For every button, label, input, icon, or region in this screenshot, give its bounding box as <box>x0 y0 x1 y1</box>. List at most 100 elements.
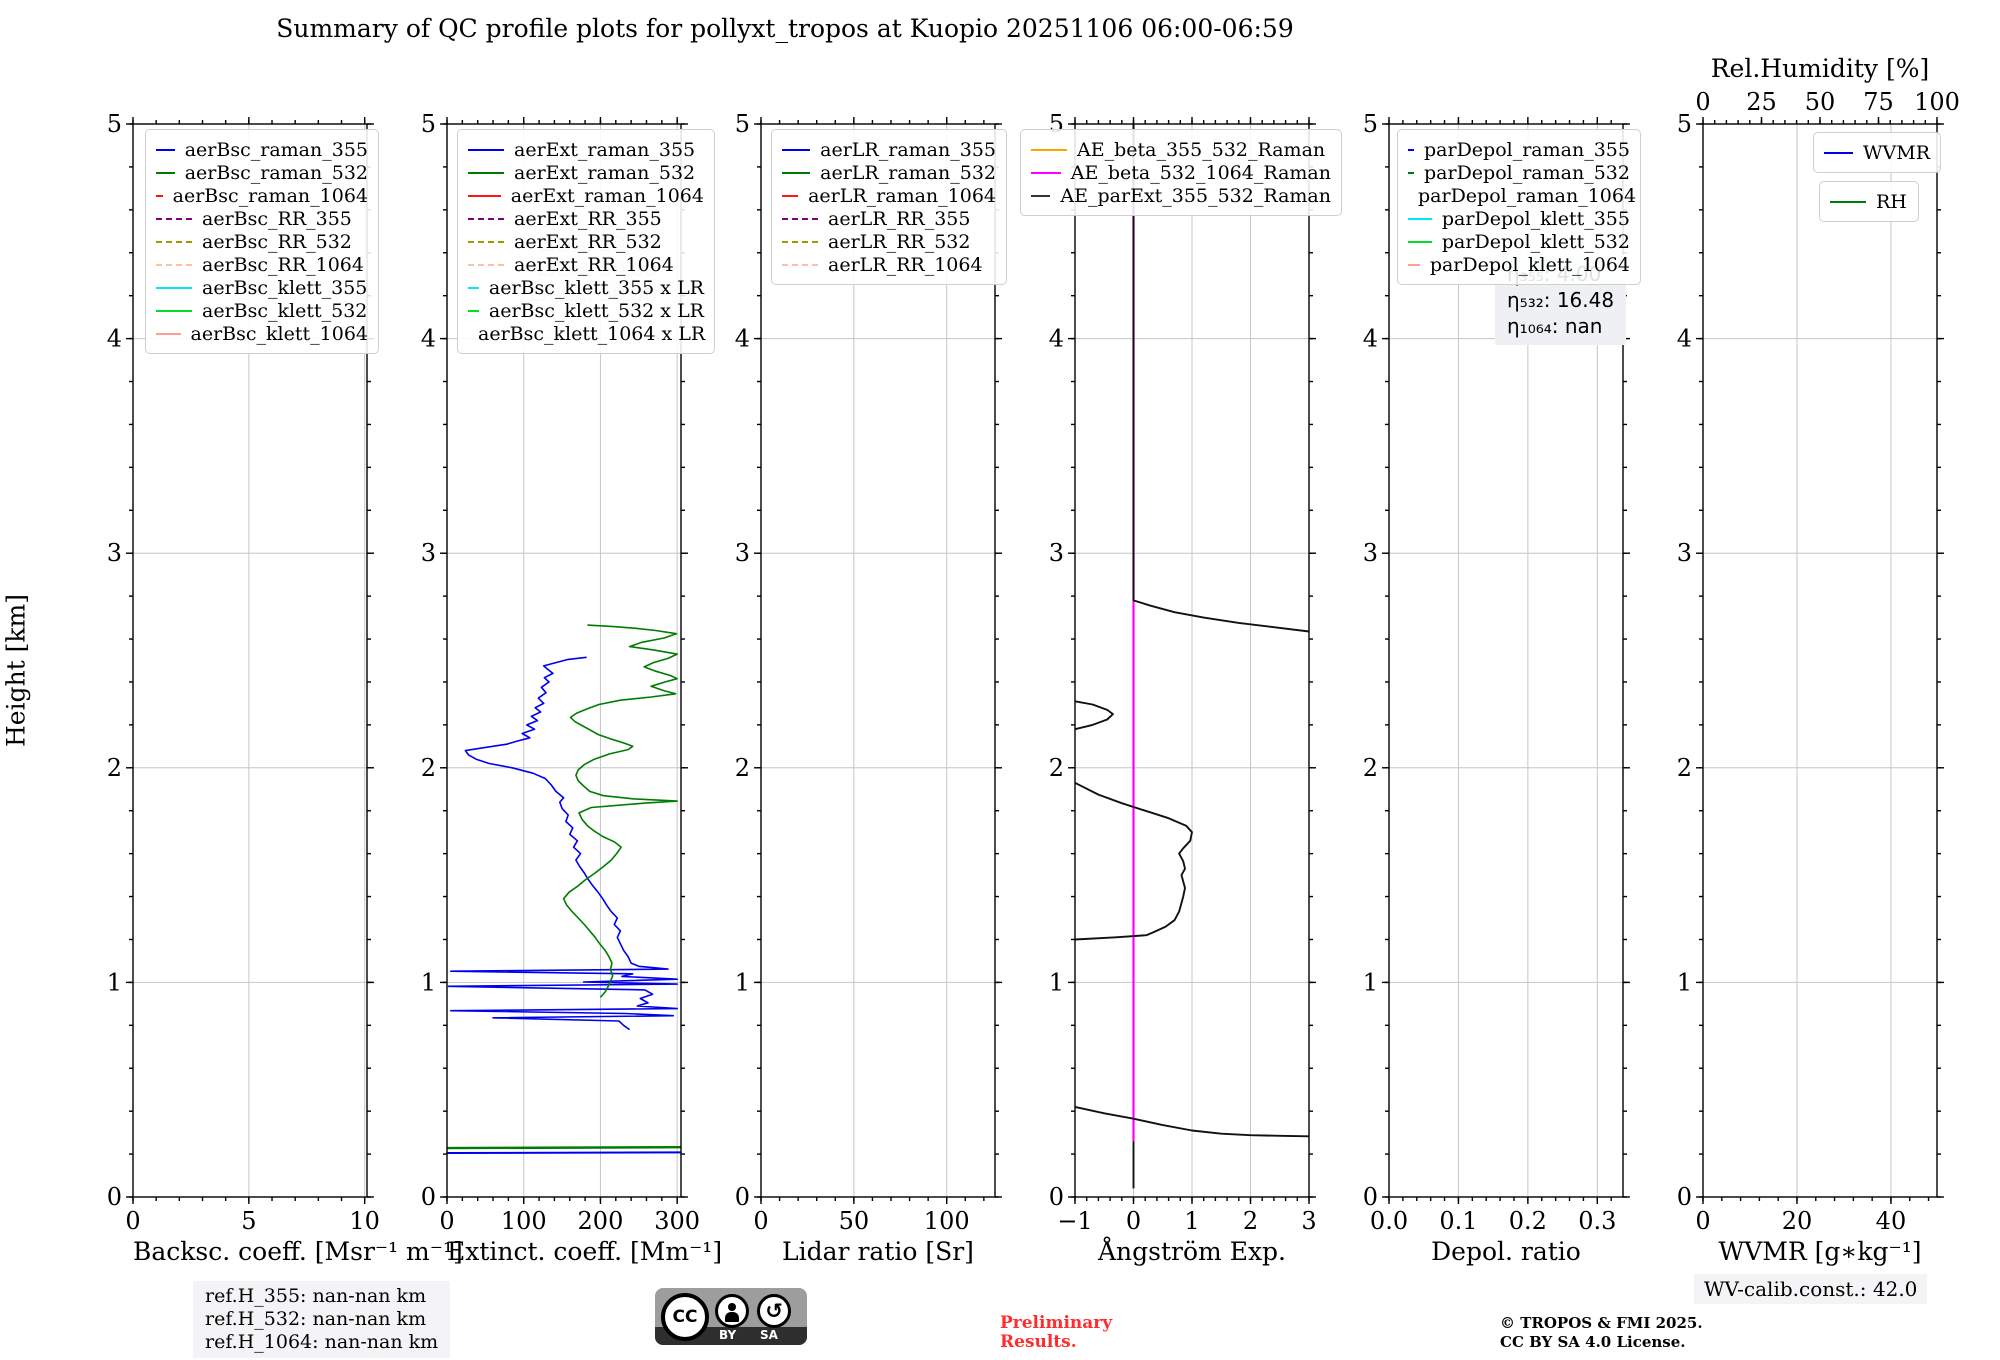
legend-line-sample <box>468 217 504 220</box>
x-tick-label: 20 <box>1782 1207 1813 1235</box>
x-axis-label-backscatter: Backsc. coeff. [Msr⁻¹ m⁻¹] <box>133 1237 463 1266</box>
x-tick-label: 3 <box>1301 1207 1316 1235</box>
legend-label: parDepol_klett_355 <box>1441 207 1630 230</box>
y-tick-label: 3 <box>1677 539 1692 567</box>
y-tick-label: 0 <box>1677 1183 1692 1211</box>
legend-label: AE_beta_532_1064_Raman <box>1070 161 1331 184</box>
panel-lidar-ratio: 0 50 100 0 1 2 3 4 5 aerLR_raman_355 aerLR_raman_5… <box>735 110 1007 1235</box>
plot-area-lidar-ratio: 0 50 100 0 1 2 3 4 5 <box>735 110 1002 1235</box>
x-tick-label: 0.0 <box>1370 1207 1408 1235</box>
legend-item: AE_beta_355_532_Raman <box>1031 138 1331 161</box>
legend-item: aerExt_raman_355 <box>468 138 704 161</box>
y-tick-label: 3 <box>1049 539 1064 567</box>
x-tick-label: 100 <box>924 1207 970 1235</box>
person-icon <box>715 1294 749 1328</box>
rh-tick-label: 0 <box>1695 88 1710 116</box>
y-tick-label: 3 <box>421 539 436 567</box>
legend-label: AE_parExt_355_532_Raman <box>1060 184 1331 207</box>
y-tick-label: 2 <box>1677 754 1692 782</box>
y-tick-label: 3 <box>107 539 122 567</box>
legend-label: aerBsc_klett_355 x LR <box>488 276 704 299</box>
legend-line-sample <box>156 286 192 289</box>
y-tick-label: 2 <box>1049 754 1064 782</box>
series-surface_line_355 <box>446 1151 682 1154</box>
legend-item: aerBsc_raman_532 <box>156 161 368 184</box>
legend-line-sample <box>1408 263 1420 266</box>
y-tick-label: 0 <box>1363 1183 1378 1211</box>
legend-label: aerBsc_RR_532 <box>202 230 352 253</box>
y-axis-label: Height [km] <box>2 591 31 751</box>
legend-wvmr: WVMR <box>1813 132 1941 173</box>
legend-item: parDepol_raman_1064 <box>1408 184 1636 207</box>
legend-item: aerBsc_RR_1064 <box>156 253 368 276</box>
legend-label: aerBsc_RR_1064 <box>202 253 364 276</box>
legend-item: aerExt_RR_532 <box>468 230 704 253</box>
y-tick-label: 5 <box>421 110 436 138</box>
legend-line-sample <box>468 171 504 174</box>
x-tick-label: 0.2 <box>1509 1207 1547 1235</box>
x-tick-label: 0 <box>753 1207 768 1235</box>
x-tick-label: 0.1 <box>1439 1207 1477 1235</box>
series-AE_parExt_355_532_Raman <box>1132 124 1310 633</box>
legend-item: parDepol_raman_355 <box>1408 138 1630 161</box>
x-axis-label-wvmr: WVMR [g∗kg⁻¹] <box>1718 1237 1922 1266</box>
legend-line-sample <box>468 309 479 312</box>
y-tick-label: 4 <box>107 325 122 353</box>
legend-item: parDepol_klett_355 <box>1408 207 1630 230</box>
legend-backscatter: aerBsc_raman_355 aerBsc_raman_532 aerBsc_r… <box>145 129 379 354</box>
legend-line-sample <box>156 194 163 197</box>
legend-label: aerLR_RR_532 <box>828 230 971 253</box>
legend-label: parDepol_raman_1064 <box>1418 184 1637 207</box>
panel-extinction: 0100200300012345LR₃₅₅: 50.00LR₅₃₂: 50.00… <box>421 110 715 1235</box>
series-AE_parExt_355_532_Raman <box>1074 1105 1310 1138</box>
y-tick-label: 1 <box>107 968 122 996</box>
y-tick-label: 5 <box>735 110 750 138</box>
legend-item: aerBsc_klett_1064 x LR <box>468 322 705 345</box>
y-tick-label: 1 <box>1049 968 1064 996</box>
legend-label: aerBsc_raman_532 <box>184 161 368 184</box>
x-tick-label: 50 <box>839 1207 870 1235</box>
legend-line-sample <box>156 309 192 312</box>
y-tick-label: 2 <box>107 754 122 782</box>
legend-line-sample <box>468 148 504 151</box>
y-tick-label: 2 <box>421 754 436 782</box>
x-tick-label: 0 <box>1126 1207 1141 1235</box>
y-tick-label: 4 <box>1677 325 1692 353</box>
legend-line-sample <box>782 148 811 151</box>
legend-extinction: aerExt_raman_355 aerExt_raman_532 aerExt_r… <box>457 129 715 354</box>
y-tick-label: 5 <box>1363 110 1378 138</box>
x-tick-label: 0 <box>439 1207 454 1235</box>
y-tick-label: 5 <box>107 110 122 138</box>
rh-tick-label: 100 <box>1914 88 1960 116</box>
y-tick-label: 1 <box>421 968 436 996</box>
badge-sa-label: SA <box>760 1328 778 1342</box>
legend-item: aerLR_RR_532 <box>782 230 996 253</box>
legend-item: aerBsc_klett_1064 <box>156 322 368 345</box>
legend-label: aerBsc_klett_1064 <box>190 322 368 345</box>
legend-label: aerBsc_RR_355 <box>202 207 352 230</box>
legend-line-sample <box>468 286 479 289</box>
legend-line-sample <box>1031 194 1051 197</box>
legend-label: parDepol_raman_355 <box>1424 138 1630 161</box>
legend-line-sample <box>1408 217 1432 220</box>
legend-lidar-ratio: aerLR_raman_355 aerLR_raman_532 aerLR_rama… <box>771 129 1007 285</box>
y-tick-label: 1 <box>1677 968 1692 996</box>
panel-angstrom: −1 0 1 2 3 0 1 2 3 4 5 AE_beta_355_532_Raman AE_beta… <box>1020 110 1342 1235</box>
legend-line-sample <box>468 263 504 266</box>
y-tick-label: 5 <box>1677 110 1692 138</box>
legend-label: aerBsc_raman_355 <box>184 138 368 161</box>
legend-label: aerBsc_klett_355 <box>202 276 368 299</box>
x-axis-label-angstrom: Ångström Exp. <box>1098 1237 1286 1266</box>
y-tick-label: 4 <box>1363 325 1378 353</box>
legend-item: aerBsc_klett_532 <box>156 299 368 322</box>
legend-item: aerLR_raman_1064 <box>782 184 996 207</box>
y-tick-label: 1 <box>1363 968 1378 996</box>
badge-by-label: BY <box>719 1328 737 1342</box>
legend-label: RH <box>1876 190 1907 213</box>
series-surface_line_532 <box>446 1146 682 1150</box>
legend-item: aerBsc_RR_355 <box>156 207 368 230</box>
series-aerExt_raman_355 <box>447 656 678 1031</box>
legend-item: parDepol_klett_1064 <box>1408 253 1630 276</box>
legend-line-sample <box>782 240 818 243</box>
